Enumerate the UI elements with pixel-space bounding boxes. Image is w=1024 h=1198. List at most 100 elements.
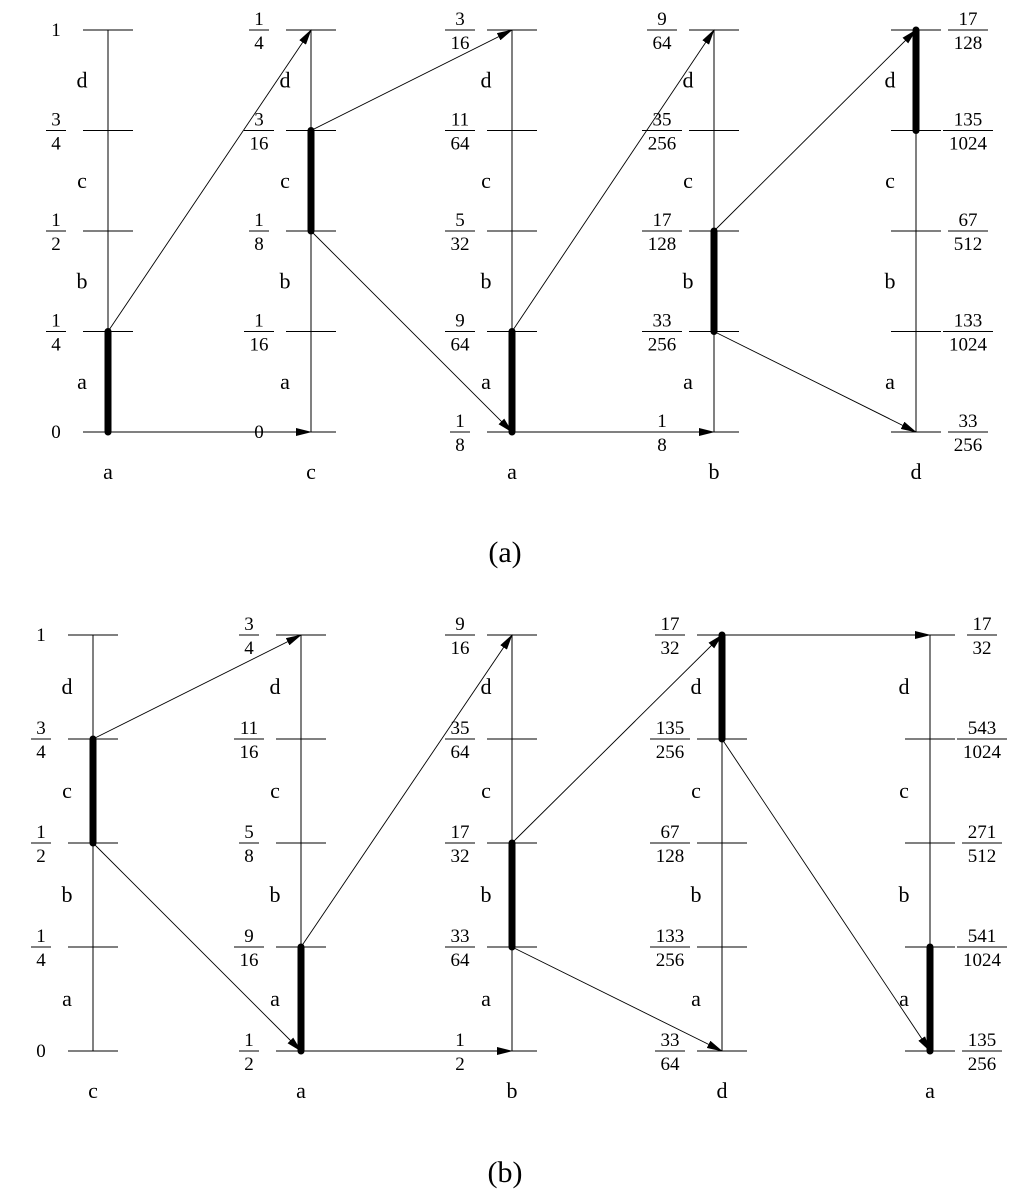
fraction-numerator: 11 xyxy=(451,110,469,131)
value-label: 0 xyxy=(36,1041,46,1062)
interval-letter: c xyxy=(481,778,491,803)
fraction-numerator: 3 xyxy=(455,9,465,30)
fraction-label: 58 xyxy=(239,822,259,867)
fraction-denominator: 8 xyxy=(455,435,465,456)
fraction-numerator: 33 xyxy=(661,1030,680,1051)
value-label: 1 xyxy=(36,625,46,646)
interval-letter: d xyxy=(481,67,492,92)
value-label: 1 xyxy=(51,20,61,41)
fraction-numerator: 135 xyxy=(656,718,685,739)
fraction-numerator: 3 xyxy=(51,110,61,131)
fraction-numerator: 135 xyxy=(954,110,983,131)
fraction-denominator: 1024 xyxy=(949,335,988,356)
fraction-denominator: 4 xyxy=(51,335,61,356)
interval-letter: a xyxy=(481,986,491,1011)
fraction-label: 135 1024 xyxy=(943,110,993,155)
value-label: 0 xyxy=(51,422,61,443)
interval-letter: d xyxy=(280,67,291,92)
fraction-label: 543 1024 xyxy=(957,718,1007,763)
fraction-numerator: 33 xyxy=(653,311,672,332)
interval-letter: b xyxy=(885,268,896,293)
fraction-denominator: 2 xyxy=(36,846,46,867)
fraction-denominator: 8 xyxy=(657,435,667,456)
interval-letter: a xyxy=(899,986,909,1011)
symbol-label: c xyxy=(88,1078,98,1103)
fraction-denominator: 4 xyxy=(36,950,46,971)
fraction-numerator: 1 xyxy=(254,311,264,332)
fraction-numerator: 17 xyxy=(973,614,992,635)
fraction-numerator: 9 xyxy=(657,9,667,30)
fraction-numerator: 5 xyxy=(455,210,465,231)
fraction-numerator: 1 xyxy=(254,9,264,30)
fraction-numerator: 9 xyxy=(455,614,465,635)
interval-letter: b xyxy=(270,882,281,907)
fraction-label: 18 xyxy=(652,411,672,456)
fraction-denominator: 64 xyxy=(653,33,673,54)
interval-letter: d xyxy=(683,67,694,92)
symbol-label: a xyxy=(103,459,113,484)
fraction-numerator: 541 xyxy=(968,926,997,947)
fraction-label: 532 xyxy=(445,210,475,255)
fraction-numerator: 1 xyxy=(455,1030,465,1051)
interval-letter: c xyxy=(270,778,280,803)
fraction-denominator: 16 xyxy=(240,950,259,971)
fraction-denominator: 256 xyxy=(968,1054,997,1075)
fraction-denominator: 4 xyxy=(51,134,61,155)
fraction-numerator: 5 xyxy=(244,822,254,843)
fraction-numerator: 67 xyxy=(661,822,680,843)
interval-letter: c xyxy=(899,778,909,803)
fraction-numerator: 133 xyxy=(954,311,983,332)
mapping-arrow-high xyxy=(511,634,723,844)
fraction-denominator: 512 xyxy=(954,234,983,255)
mapping-arrow-high xyxy=(310,29,513,131)
interval-letter: d xyxy=(885,67,896,92)
fraction-numerator: 1 xyxy=(657,411,667,432)
fraction-numerator: 1 xyxy=(36,926,46,947)
symbol-label: c xyxy=(306,459,316,484)
fraction-label: 18 xyxy=(249,210,269,255)
interval-letter: a xyxy=(270,986,280,1011)
fraction-numerator: 1 xyxy=(254,210,264,231)
fraction-numerator: 17 xyxy=(959,9,978,30)
fraction-numerator: 3 xyxy=(36,718,46,739)
fraction-denominator: 1024 xyxy=(963,950,1002,971)
fraction-denominator: 16 xyxy=(451,33,470,54)
symbol-label: d xyxy=(717,1078,728,1103)
fraction-denominator: 32 xyxy=(661,638,680,659)
fraction-label: 12 xyxy=(239,1030,259,1075)
fraction-denominator: 4 xyxy=(36,742,46,763)
fraction-denominator: 16 xyxy=(240,742,259,763)
fraction-denominator: 32 xyxy=(973,638,992,659)
interval-letter: d xyxy=(899,674,910,699)
interval-letter: a xyxy=(77,369,87,394)
fraction-numerator: 1 xyxy=(51,210,61,231)
value-label: 0 xyxy=(254,422,264,443)
fraction-numerator: 33 xyxy=(451,926,470,947)
interval-letter: c xyxy=(885,168,895,193)
interval-letter: b xyxy=(899,882,910,907)
interval-letter: c xyxy=(481,168,491,193)
symbol-label: a xyxy=(925,1078,935,1103)
mapping-arrow-low xyxy=(511,946,723,1052)
fraction-numerator: 135 xyxy=(968,1030,997,1051)
fraction-denominator: 64 xyxy=(451,134,471,155)
fraction-numerator: 1 xyxy=(36,822,46,843)
fraction-numerator: 35 xyxy=(451,718,470,739)
fraction-denominator: 1024 xyxy=(963,742,1002,763)
fraction-numerator: 3 xyxy=(244,614,254,635)
interval-letter: c xyxy=(280,168,290,193)
fraction-numerator: 17 xyxy=(653,210,672,231)
symbol-label: b xyxy=(709,459,720,484)
fraction-label: 14 xyxy=(46,311,66,356)
fraction-numerator: 35 xyxy=(653,110,672,131)
interval-letter: d xyxy=(77,67,88,92)
